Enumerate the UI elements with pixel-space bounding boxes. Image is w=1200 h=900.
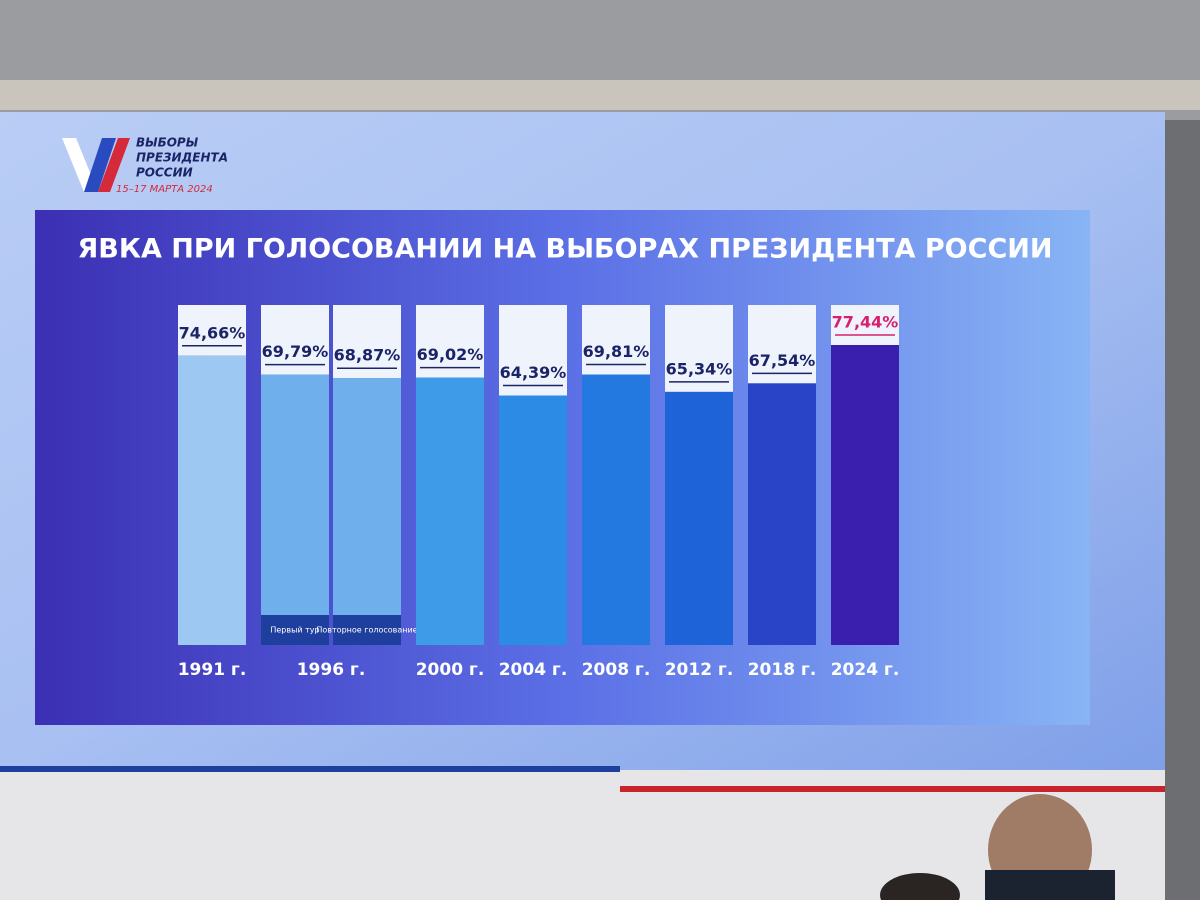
bar-sublabel: Повторное голосование	[316, 626, 417, 635]
bar	[665, 391, 733, 645]
value-label: 69,79%	[262, 342, 329, 361]
label-box	[261, 305, 329, 375]
label-box	[582, 305, 650, 375]
label-box	[665, 305, 733, 392]
sublabel-bg	[333, 615, 401, 645]
value-label: 74,66%	[179, 323, 246, 342]
x-tick-label: 2018 г.	[748, 660, 817, 680]
bar	[831, 345, 899, 645]
x-tick-label: 2012 г.	[665, 660, 734, 680]
value-label: 65,34%	[666, 359, 733, 378]
stripe-blue	[0, 766, 620, 772]
label-box	[333, 305, 401, 379]
x-tick-label: 2008 г.	[582, 660, 651, 680]
x-tick-label: 2024 г.	[831, 660, 900, 680]
bar	[748, 383, 816, 645]
plot: 74,66% 1991 г. 69,79% Первый тур 1996 г. 68,8…	[178, 305, 900, 680]
value-label: 69,81%	[583, 342, 650, 361]
person-body	[985, 870, 1115, 900]
sublabel-bg	[261, 615, 329, 645]
logo-text: РОССИИ	[136, 166, 193, 180]
x-tick-label: 2000 г.	[416, 660, 485, 680]
bar	[416, 377, 484, 645]
label-box	[831, 305, 899, 345]
bar	[582, 374, 650, 645]
curtain	[1165, 120, 1200, 900]
logo-mark	[98, 138, 130, 192]
value-label: 77,44%	[832, 313, 899, 332]
logo-text: ПРЕЗИДЕНТА	[136, 151, 228, 165]
value-label: 68,87%	[334, 346, 401, 365]
stripe-red	[620, 786, 1165, 792]
label-box	[499, 305, 567, 396]
value-label: 67,54%	[749, 351, 816, 370]
x-tick-label: 2004 г.	[499, 660, 568, 680]
logo-mark	[84, 138, 116, 192]
x-tick-label: 1991 г.	[178, 660, 247, 680]
label-box	[748, 305, 816, 384]
bar	[261, 374, 329, 645]
bar	[178, 355, 246, 645]
bar-sublabel: Первый тур	[270, 626, 319, 635]
chart-title: ЯВКА ПРИ ГОЛОСОВАНИИ НА ВЫБОРАХ ПРЕЗИДЕН…	[78, 234, 1053, 265]
label-box	[178, 305, 246, 356]
logo-text: ВЫБОРЫ	[136, 136, 199, 150]
bar	[333, 378, 401, 645]
person-head	[880, 873, 960, 900]
value-label: 69,02%	[417, 345, 484, 364]
ceiling-trim	[0, 80, 1200, 110]
bar	[499, 395, 567, 645]
x-tick-label: 1996 г.	[297, 660, 366, 680]
value-label: 64,39%	[500, 363, 567, 382]
logo-dates: 15–17 МАРТА 2024	[116, 184, 213, 195]
label-box	[416, 305, 484, 378]
